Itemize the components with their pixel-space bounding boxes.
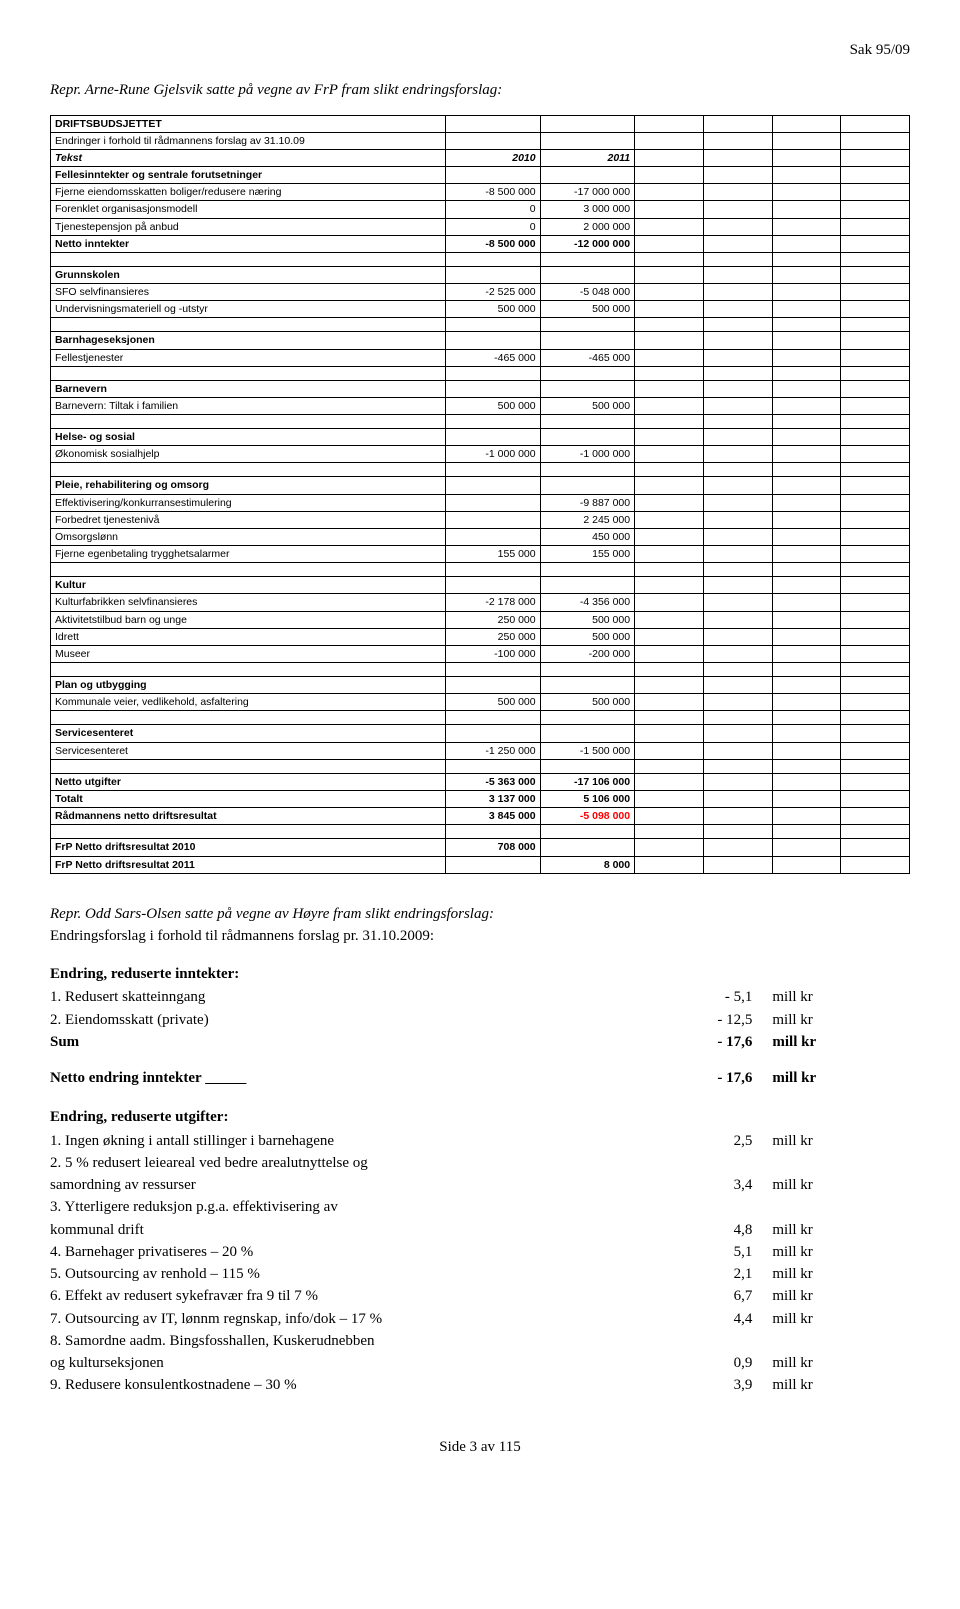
red-inntekter-heading: Endring, reduserte inntekter: xyxy=(50,964,910,984)
page-header: Sak 95/09 xyxy=(50,40,910,60)
intro-line: Repr. Arne-Rune Gjelsvik satte på vegne … xyxy=(50,80,910,100)
red-inntekter-table: 1. Redusert skatteinngang- 5,1mill kr2. … xyxy=(50,986,910,1053)
hoyre-intro1: Repr. Odd Sars-Olsen satte på vegne av H… xyxy=(50,904,910,924)
hoyre-intro2: Endringsforslag i forhold til rådmannens… xyxy=(50,926,910,946)
netto-endring-val: - 17,6 xyxy=(669,1067,772,1089)
netto-endring-table: Netto endring inntekter - 17,6 mill kr xyxy=(50,1067,910,1089)
netto-endring-unit: mill kr xyxy=(772,1067,910,1089)
page-footer: Side 3 av 115 xyxy=(50,1437,910,1457)
netto-endring-label: Netto endring inntekter xyxy=(50,1070,201,1086)
red-utgifter-heading: Endring, reduserte utgifter: xyxy=(50,1107,910,1127)
budget-table: DRIFTSBUDSJETTETEndringer i forhold til … xyxy=(50,115,910,874)
red-utgifter-table: 1. Ingen økning i antall stillinger i ba… xyxy=(50,1130,910,1397)
